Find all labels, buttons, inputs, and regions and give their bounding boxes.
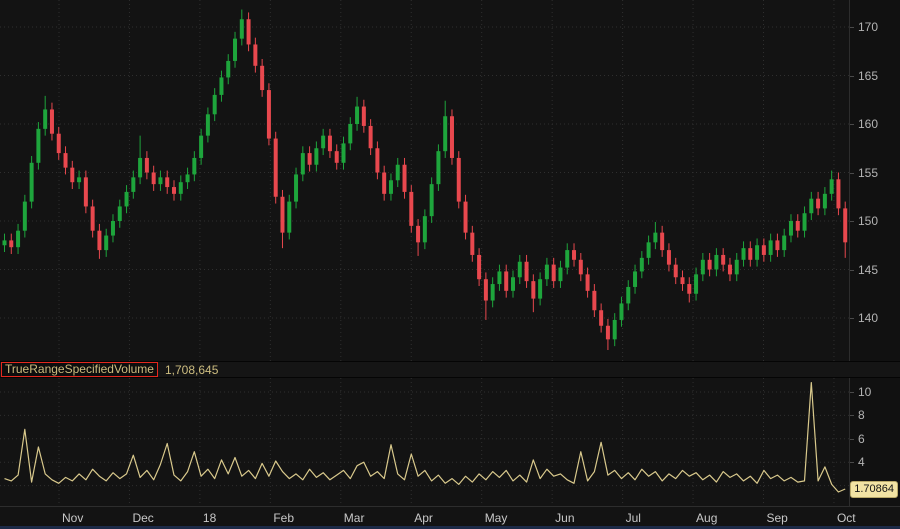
price-tick-label: 145 (858, 262, 879, 277)
price-chart-pane[interactable] (0, 0, 849, 361)
month-label-jun: Jun (555, 511, 575, 525)
price-axis[interactable]: 170 165 160 155 150 145 140 (849, 0, 900, 361)
time-axis[interactable]: Nov Dec 18 Feb Mar Apr May Jun Jul Aug Sep Oct (0, 506, 900, 526)
indicator-axis[interactable]: 1.70864 10 8 6 4 (849, 378, 900, 506)
indicator-header-bar: TrueRangeSpecifiedVolume 1,708,645 (0, 361, 900, 378)
indicator-tick-label: 4 (858, 455, 865, 470)
month-label-nov: Nov (62, 511, 84, 525)
indicator-pane[interactable] (0, 378, 849, 506)
axis-tick-mark (850, 438, 854, 440)
axis-tick-mark (850, 75, 854, 77)
bottom-edge-strip (0, 526, 900, 529)
axis-tick-mark (850, 269, 854, 271)
month-label-may: May (484, 511, 508, 525)
indicator-tick-label: 10 (858, 385, 872, 399)
axis-tick-mark (850, 124, 854, 125)
axis-tick-mark (850, 318, 854, 319)
month-label-18: 18 (202, 511, 217, 525)
month-label-dec: Dec (132, 511, 154, 525)
axis-tick-mark (850, 462, 854, 464)
month-label-sep: Sep (766, 511, 788, 525)
candlestick-chart (0, 0, 849, 361)
price-tick-label: 165 (858, 68, 879, 83)
month-label-aug: Aug (696, 511, 718, 525)
price-tick-label: 150 (858, 214, 879, 228)
price-tick-label: 155 (858, 165, 879, 180)
month-label-mar: Mar (343, 511, 365, 525)
indicator-current-value: 1,708,645 (164, 362, 219, 377)
axis-tick-mark (850, 221, 854, 222)
month-label-oct: Oct (836, 511, 856, 525)
axis-tick-mark (850, 27, 854, 28)
month-label-feb: Feb (273, 511, 295, 525)
axis-tick-mark (850, 392, 854, 393)
indicator-tick-label: 8 (858, 408, 865, 423)
price-tick-label: 170 (858, 20, 879, 34)
price-tick-label: 160 (858, 117, 879, 131)
price-tick-label: 140 (858, 311, 879, 325)
month-label-jul: Jul (625, 511, 641, 525)
indicator-tick-label: 6 (858, 431, 865, 446)
indicator-last-value-badge: 1.70864 (850, 481, 898, 498)
indicator-name-label[interactable]: TrueRangeSpecifiedVolume (1, 362, 158, 377)
indicator-line-chart (0, 378, 849, 506)
month-label-apr: Apr (414, 511, 433, 525)
axis-tick-mark (850, 415, 854, 417)
axis-tick-mark (850, 172, 854, 174)
